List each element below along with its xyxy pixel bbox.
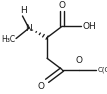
Text: O: O xyxy=(59,1,66,10)
Text: O: O xyxy=(76,56,83,65)
Text: OH: OH xyxy=(82,22,96,31)
Text: O: O xyxy=(38,82,45,91)
Text: N: N xyxy=(25,24,32,33)
Text: H₃C: H₃C xyxy=(1,35,15,44)
Text: H: H xyxy=(20,6,26,15)
Text: C(CH₃)₃: C(CH₃)₃ xyxy=(97,66,107,73)
